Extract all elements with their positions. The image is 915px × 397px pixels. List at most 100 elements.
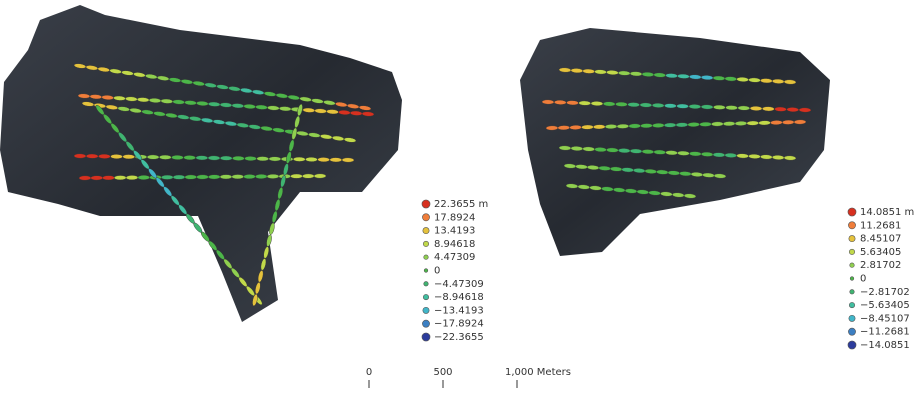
error-ellipse <box>566 100 578 105</box>
error-ellipse <box>208 156 220 161</box>
legend-symbol <box>848 341 856 349</box>
legend-symbol <box>848 208 856 216</box>
legend-symbol <box>424 282 429 287</box>
error-ellipse <box>605 124 617 129</box>
error-ellipse <box>713 152 725 157</box>
legend-symbol <box>422 320 429 327</box>
legend-label: −4.47309 <box>434 279 484 290</box>
error-ellipse <box>628 102 640 107</box>
error-ellipse <box>79 176 91 181</box>
error-ellipse <box>748 154 760 159</box>
orthomosaic-right <box>520 28 830 256</box>
error-ellipse <box>330 158 342 163</box>
error-ellipse <box>558 125 570 130</box>
legend-label: −8.45107 <box>860 313 910 324</box>
legend-symbol <box>849 249 854 254</box>
legend-symbol <box>422 333 430 341</box>
error-ellipse <box>305 157 317 162</box>
legend-symbol <box>849 235 855 241</box>
legend-label: −14.0851 <box>860 340 910 351</box>
legend-label: 8.45107 <box>860 234 901 245</box>
legends: 22.3655 m17.892413.41938.946184.473090−4… <box>422 199 914 351</box>
error-ellipse <box>713 105 725 110</box>
error-ellipse <box>701 105 713 110</box>
error-ellipse <box>147 155 159 160</box>
error-ellipse <box>314 174 326 179</box>
error-ellipse <box>342 158 354 163</box>
error-ellipse <box>123 154 135 159</box>
legend-label: −13.4193 <box>434 305 484 316</box>
legend-symbol <box>423 294 428 299</box>
legend-symbol <box>424 255 429 260</box>
error-ellipse <box>196 156 208 161</box>
error-ellipse <box>293 157 305 162</box>
error-ellipse <box>688 122 700 127</box>
legend-symbol <box>850 277 854 281</box>
error-ellipse <box>98 154 110 159</box>
error-ellipse <box>220 156 232 161</box>
legend-symbol <box>423 307 429 313</box>
error-ellipse <box>665 150 677 155</box>
error-ellipse <box>269 157 281 162</box>
error-ellipse <box>606 148 618 153</box>
error-ellipse <box>630 149 642 154</box>
error-ellipse <box>629 124 641 129</box>
legend-label: −5.63405 <box>860 300 910 311</box>
error-ellipse <box>794 120 806 125</box>
error-ellipse <box>245 156 257 161</box>
error-ellipse <box>91 176 103 181</box>
error-ellipse <box>784 156 796 161</box>
error-ellipse <box>652 103 664 108</box>
error-ellipse <box>161 175 173 180</box>
legend-label: 13.4193 <box>434 226 475 237</box>
legend-label: 0 <box>860 274 866 285</box>
error-ellipse <box>677 104 689 109</box>
error-ellipse <box>581 125 593 130</box>
legend-label: 0 <box>434 266 440 277</box>
scale-bar: 0 500 1,000 Meters <box>366 367 571 388</box>
error-ellipse <box>735 121 747 126</box>
error-ellipse <box>750 106 762 111</box>
error-ellipse <box>603 102 615 107</box>
error-ellipse <box>689 104 701 109</box>
figure: 22.3655 m17.892413.41938.946184.473090−4… <box>0 0 915 393</box>
error-ellipse <box>770 120 782 125</box>
legend-label: −11.2681 <box>860 327 910 338</box>
error-ellipse <box>762 106 774 111</box>
error-ellipse <box>618 148 630 153</box>
legend-symbol <box>422 200 430 208</box>
error-ellipse <box>232 174 244 179</box>
error-ellipse <box>111 154 123 159</box>
error-ellipse <box>640 103 652 108</box>
error-ellipse <box>617 124 629 129</box>
error-ellipse <box>267 174 279 179</box>
error-ellipse <box>86 154 98 159</box>
error-ellipse <box>102 176 114 181</box>
error-ellipse <box>677 151 689 156</box>
error-ellipse <box>196 175 208 180</box>
error-ellipse <box>559 146 571 151</box>
scale-label: 1,000 Meters <box>505 367 571 378</box>
error-ellipse <box>243 174 255 179</box>
error-ellipse <box>594 147 606 152</box>
error-ellipse <box>615 102 627 107</box>
error-ellipse <box>664 103 676 108</box>
error-ellipse <box>689 151 701 156</box>
error-ellipse <box>654 150 666 155</box>
error-ellipse <box>664 123 676 128</box>
error-ellipse <box>542 100 554 105</box>
error-ellipse <box>255 174 267 179</box>
error-ellipse <box>318 157 330 162</box>
error-ellipse <box>159 155 171 160</box>
error-ellipse <box>579 101 591 106</box>
orthomosaic-left <box>0 5 402 322</box>
error-ellipse <box>290 174 302 179</box>
legend-symbol <box>423 241 428 246</box>
error-ellipse <box>570 125 582 130</box>
error-ellipse <box>725 153 737 158</box>
error-ellipse <box>185 175 197 180</box>
error-ellipse <box>593 125 605 130</box>
error-ellipse <box>173 175 185 180</box>
error-ellipse <box>232 156 244 161</box>
error-ellipse <box>723 121 735 126</box>
